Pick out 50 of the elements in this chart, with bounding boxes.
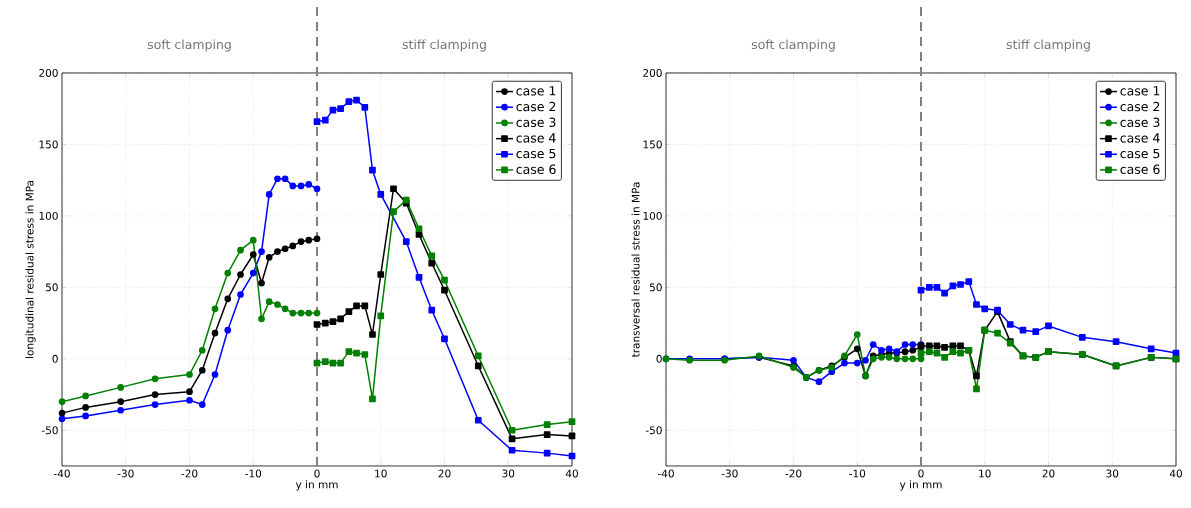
legend-label: case 5 xyxy=(516,148,556,159)
legend-label: case 2 xyxy=(516,101,556,112)
y-tick-label: -50 xyxy=(645,426,662,435)
x-tick-label: -30 xyxy=(117,469,134,478)
x-tick-label: -30 xyxy=(721,469,738,478)
legend-label: case 6 xyxy=(1120,164,1160,174)
legend-label: case 2 xyxy=(1120,101,1160,112)
x-tick-label: -40 xyxy=(657,469,674,478)
x-tick-label: -10 xyxy=(849,469,866,478)
y-tick-label: 200 xyxy=(39,69,58,77)
y-axis-title: longitudinal residual stress in MPa xyxy=(25,180,36,358)
x-tick-label: 0 xyxy=(918,469,924,478)
y-tick-label: 50 xyxy=(45,283,58,292)
x-tick-label: 30 xyxy=(1106,469,1119,478)
y-tick-label: 50 xyxy=(649,283,662,292)
x-axis-title: y in mm xyxy=(295,480,338,491)
x-tick-label: 30 xyxy=(502,469,515,478)
text: soft clamping xyxy=(751,39,835,52)
legend-label: case 5 xyxy=(1120,148,1160,159)
y-tick-label: 100 xyxy=(39,211,58,220)
x-tick-label: 40 xyxy=(565,469,578,478)
x-tick-label: 20 xyxy=(1042,469,1055,478)
y-tick-label: 0 xyxy=(656,354,662,363)
x-tick-label: 10 xyxy=(979,469,991,478)
x-tick-label: -20 xyxy=(181,469,198,478)
x-axis-title: y in mm xyxy=(899,480,942,491)
y-tick-label: 100 xyxy=(643,211,662,220)
x-tick-label: 0 xyxy=(314,469,320,478)
y-tick-label: 200 xyxy=(643,69,662,77)
x-tick-label: -10 xyxy=(245,469,262,478)
text: stiff clamping xyxy=(1006,39,1090,52)
y-axis-title: transversal residual stress in MPa xyxy=(631,182,640,358)
x-tick-label: -20 xyxy=(785,469,802,478)
x-tick-label: 40 xyxy=(1169,469,1182,478)
text: soft clamping xyxy=(147,39,231,52)
legend-label: case 3 xyxy=(516,117,556,128)
text: stiff clamping xyxy=(402,39,486,52)
y-tick-label: 0 xyxy=(52,354,58,363)
legend-label: case 4 xyxy=(1120,133,1160,143)
legend-label: case 1 xyxy=(1120,86,1160,96)
y-tick-label: 150 xyxy=(39,140,58,149)
x-tick-label: -40 xyxy=(53,469,70,478)
y-tick-label: 150 xyxy=(643,140,662,149)
legend-label: case 4 xyxy=(516,133,556,143)
legend-label: case 6 xyxy=(516,164,556,174)
y-tick-label: -50 xyxy=(41,426,58,435)
legend-label: case 1 xyxy=(516,86,556,96)
x-tick-label: 20 xyxy=(438,469,451,478)
legend-label: case 3 xyxy=(1120,117,1160,128)
x-tick-label: 10 xyxy=(375,469,387,478)
